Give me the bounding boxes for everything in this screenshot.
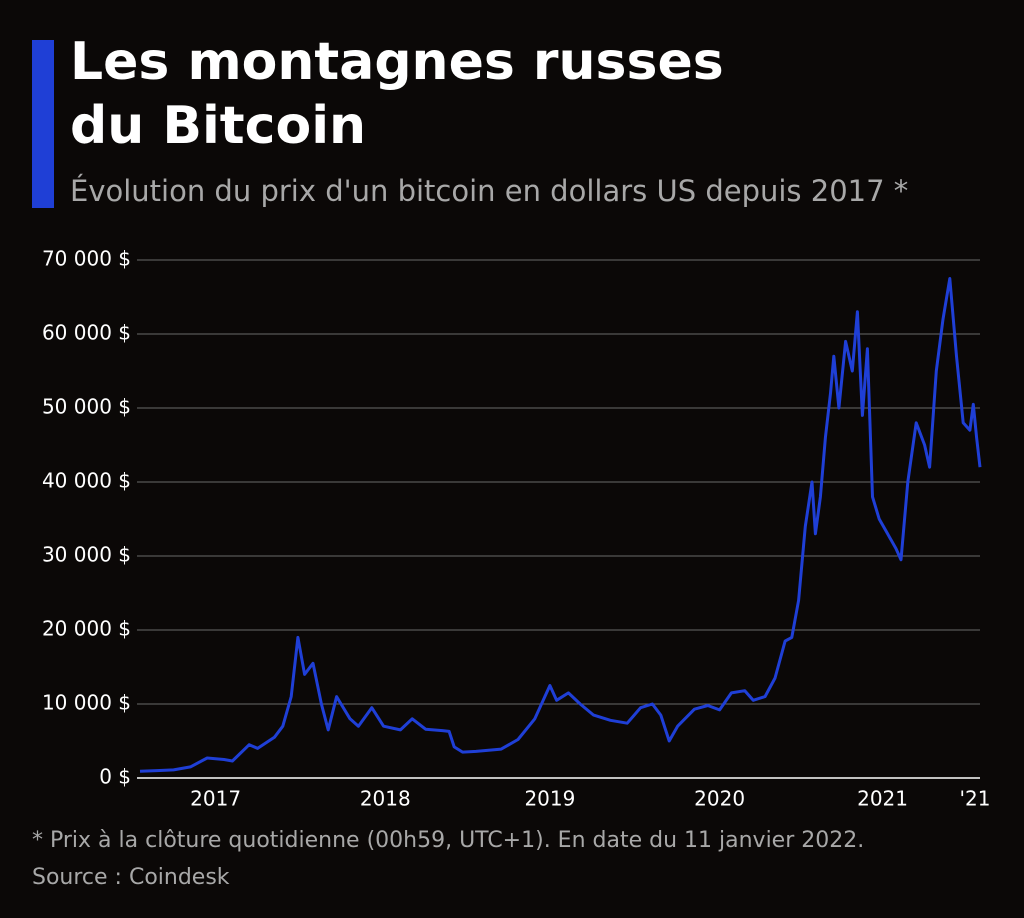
x-tick-label: 2017 xyxy=(190,787,241,811)
source: Source : Coindesk xyxy=(32,865,230,890)
y-tick-label: 50 000 $ xyxy=(42,395,131,419)
x-tick-label: '21 xyxy=(959,787,990,811)
footer: * Prix à la clôture quotidienne (00h59, … xyxy=(32,822,864,896)
y-tick-label: 60 000 $ xyxy=(42,321,131,345)
y-tick-label: 10 000 $ xyxy=(42,691,131,715)
x-tick-label: 2021 xyxy=(857,787,908,811)
chart: 0 $ 10 000 $ 20 000 $ 30 000 $ 40 000 $ 50 00… xyxy=(42,247,990,811)
price-line xyxy=(139,277,982,773)
y-tick-label: 30 000 $ xyxy=(42,543,131,567)
y-tick-label: 40 000 $ xyxy=(42,469,131,493)
x-tick-label: 2020 xyxy=(694,787,745,811)
x-tick-label: 2019 xyxy=(524,787,575,811)
x-tick-label: 2018 xyxy=(360,787,411,811)
y-tick-label: 0 $ xyxy=(99,765,131,789)
y-tick-label: 20 000 $ xyxy=(42,617,131,641)
footnote: * Prix à la clôture quotidienne (00h59, … xyxy=(32,828,865,853)
accent-bar xyxy=(32,40,54,208)
y-tick-label: 70 000 $ xyxy=(42,247,131,271)
chart-title: Les montagnes russes du Bitcoin xyxy=(70,32,724,156)
chart-subtitle: Évolution du prix d'un bitcoin en dollar… xyxy=(70,174,909,208)
